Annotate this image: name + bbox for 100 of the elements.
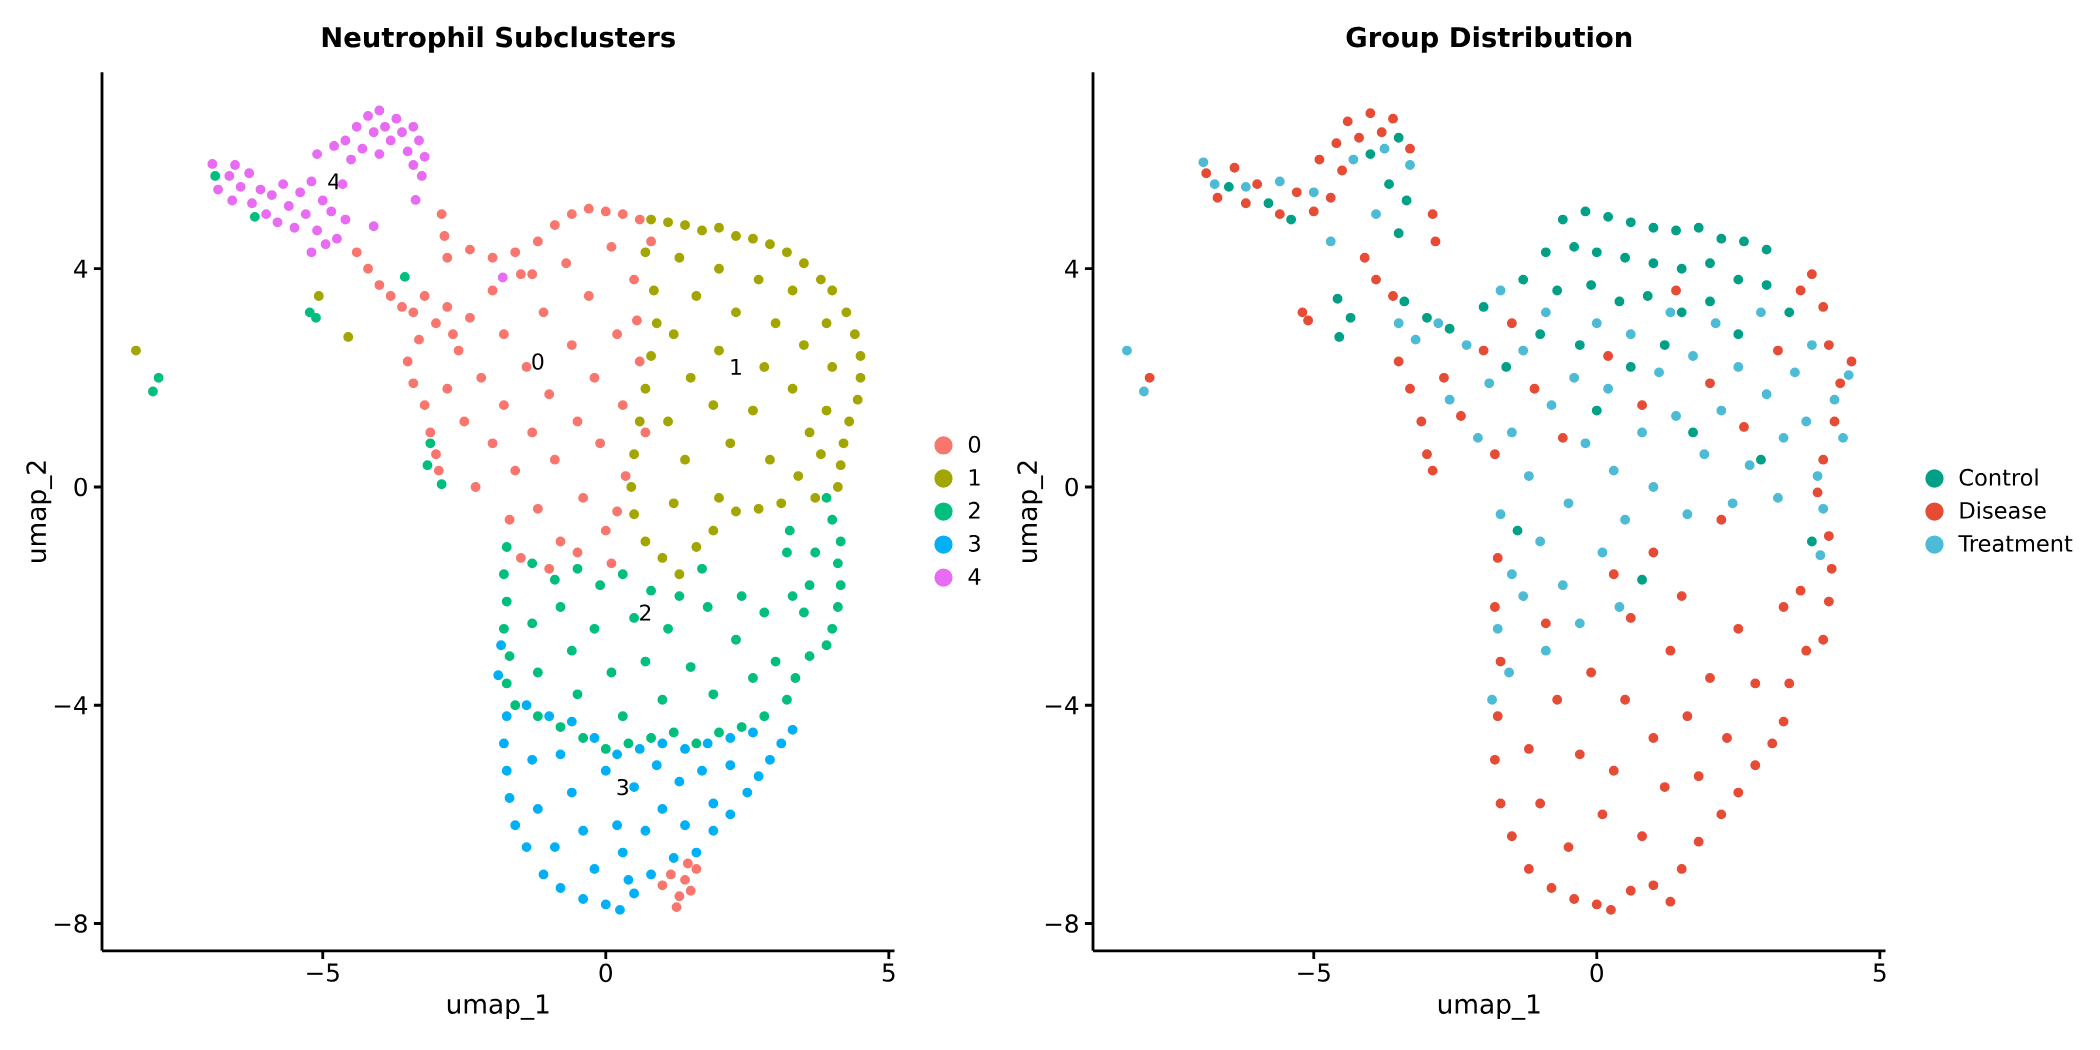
point [765, 754, 775, 765]
x-tick-label: 5 [882, 963, 895, 982]
point [1586, 280, 1597, 290]
point [1393, 228, 1404, 239]
point [357, 143, 368, 154]
point [1557, 214, 1568, 225]
point [1591, 247, 1602, 258]
point [578, 825, 589, 836]
point [317, 195, 328, 206]
annotation: 4 [328, 173, 340, 190]
y-axis-title: umap_2 [1017, 461, 1044, 562]
point [331, 233, 342, 244]
point [408, 121, 419, 132]
point [1693, 222, 1704, 233]
point [538, 869, 549, 880]
point [612, 749, 623, 760]
x-tick-label: 0 [599, 963, 612, 983]
point [497, 272, 508, 283]
point [278, 179, 289, 190]
legend-label: 3 [969, 534, 980, 552]
point [337, 179, 348, 190]
point [374, 105, 385, 116]
point [1540, 247, 1551, 258]
point [1501, 362, 1512, 372]
point [1761, 244, 1772, 255]
point [1574, 340, 1585, 351]
point [555, 883, 566, 893]
point [787, 724, 798, 735]
point [261, 209, 272, 220]
point [1393, 132, 1404, 143]
point [1365, 149, 1376, 160]
point [414, 135, 424, 146]
point [1620, 252, 1631, 263]
point [1223, 181, 1234, 192]
point [227, 195, 238, 206]
point [600, 899, 611, 910]
x-axis-title: umap_1 [1438, 994, 1540, 1020]
point [1591, 405, 1602, 416]
point [230, 160, 240, 170]
point [419, 151, 430, 162]
point [380, 121, 390, 132]
point [247, 198, 257, 209]
point [1286, 214, 1297, 225]
y-tick-label: −4 [54, 696, 88, 715]
point [1676, 307, 1687, 318]
point [1739, 236, 1749, 247]
annotation: 0 [532, 353, 544, 370]
point [207, 159, 218, 169]
point [646, 869, 656, 880]
point [326, 206, 337, 217]
y-tick-label: 0 [74, 477, 87, 497]
point [1512, 525, 1523, 536]
point [1580, 206, 1591, 217]
point [410, 195, 421, 205]
point [1535, 329, 1546, 340]
point [600, 765, 611, 776]
point [708, 798, 719, 809]
point [1399, 296, 1410, 307]
point [1761, 280, 1772, 290]
point [295, 187, 306, 198]
point [1648, 222, 1659, 233]
point [235, 181, 246, 192]
point [566, 787, 577, 798]
point [224, 171, 235, 181]
point [668, 853, 679, 863]
point [1671, 225, 1681, 236]
point [691, 847, 702, 858]
point [1676, 263, 1687, 274]
y-tick-label: 4 [1065, 259, 1079, 278]
point [255, 184, 266, 195]
point [1569, 241, 1580, 252]
y-tick-label: 4 [74, 259, 88, 278]
legend-label: 1 [969, 469, 980, 486]
point [289, 222, 300, 233]
point [640, 825, 651, 836]
point [1603, 211, 1614, 222]
point [521, 842, 532, 853]
point [346, 154, 356, 165]
point [498, 738, 509, 749]
point [742, 787, 753, 798]
point [725, 733, 736, 743]
point [1733, 274, 1744, 285]
point [416, 171, 427, 181]
point [555, 749, 566, 760]
point [1552, 285, 1563, 296]
point [244, 168, 255, 179]
point [1705, 296, 1715, 307]
point [1688, 427, 1698, 438]
point [1733, 329, 1744, 340]
point [1648, 258, 1659, 269]
point [272, 217, 283, 228]
point [612, 820, 623, 831]
point [578, 894, 589, 904]
point [320, 239, 331, 250]
point [532, 804, 543, 814]
point [674, 776, 685, 787]
point [312, 149, 323, 160]
point [615, 904, 625, 915]
legend-label: Control [1959, 468, 2038, 486]
legend-label: 0 [968, 435, 981, 453]
